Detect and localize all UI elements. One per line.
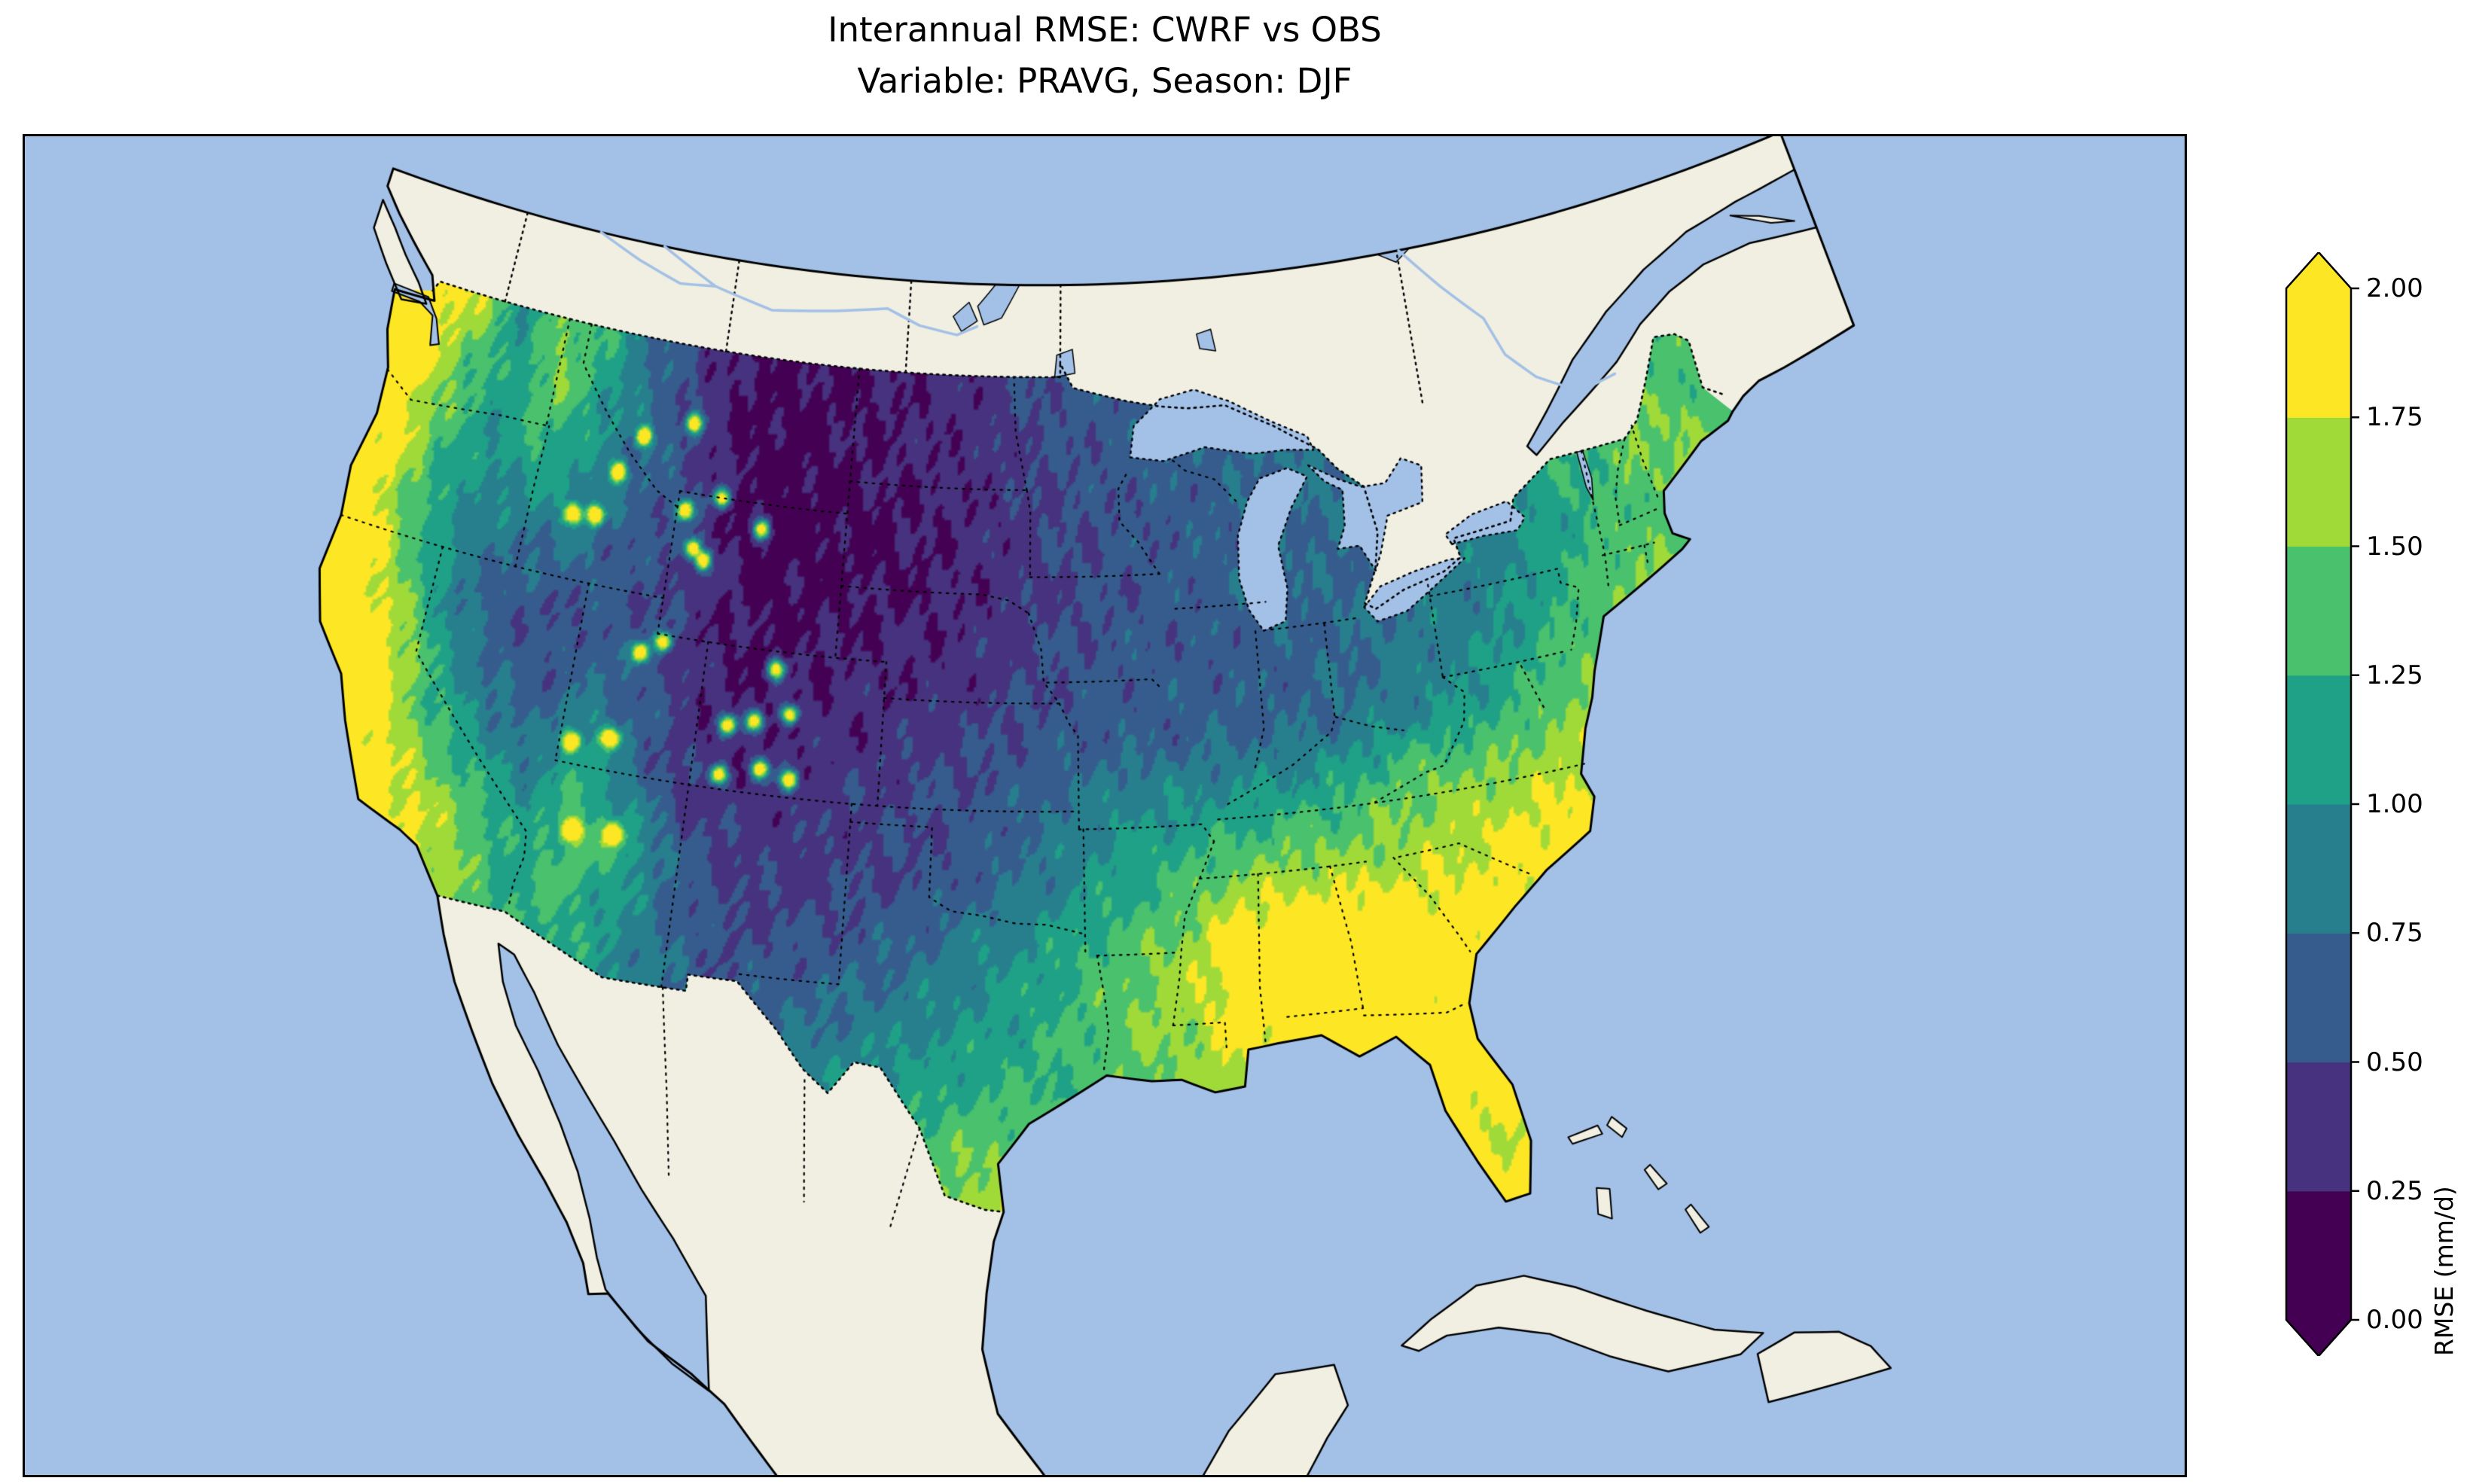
- colorbar-tick-label: 1.25: [2366, 660, 2423, 690]
- colorbar-tick-label: 1.50: [2366, 531, 2423, 562]
- colorbar-tick-label: 0.00: [2366, 1305, 2423, 1335]
- colorbar-ticks: 2.00 1.75 1.50 1.25 1.00 0.75 0.50 0.25 0.00: [2366, 252, 2467, 1356]
- colorbar: [2285, 252, 2359, 1356]
- map-frame: [23, 134, 2187, 1477]
- colorbar-tick-label: 1.75: [2366, 402, 2423, 433]
- colorbar-axis-label: RMSE (mm/d): [2429, 1186, 2459, 1356]
- figure-title: Interannual RMSE: CWRF vs OBS Variable: …: [23, 5, 2187, 106]
- colorbar-tick-label: 0.25: [2366, 1175, 2423, 1206]
- title-line-1: Interannual RMSE: CWRF vs OBS: [828, 10, 1382, 50]
- colorbar-tick-label: 0.75: [2366, 918, 2423, 949]
- title-line-2: Variable: PRAVG, Season: DJF: [857, 60, 1352, 101]
- map-canvas: [25, 136, 2185, 1475]
- colorbar-tick-label: 2.00: [2366, 273, 2423, 303]
- colorbar-tick-label: 0.50: [2366, 1047, 2423, 1077]
- colorbar-tick-label: 1.00: [2366, 789, 2423, 819]
